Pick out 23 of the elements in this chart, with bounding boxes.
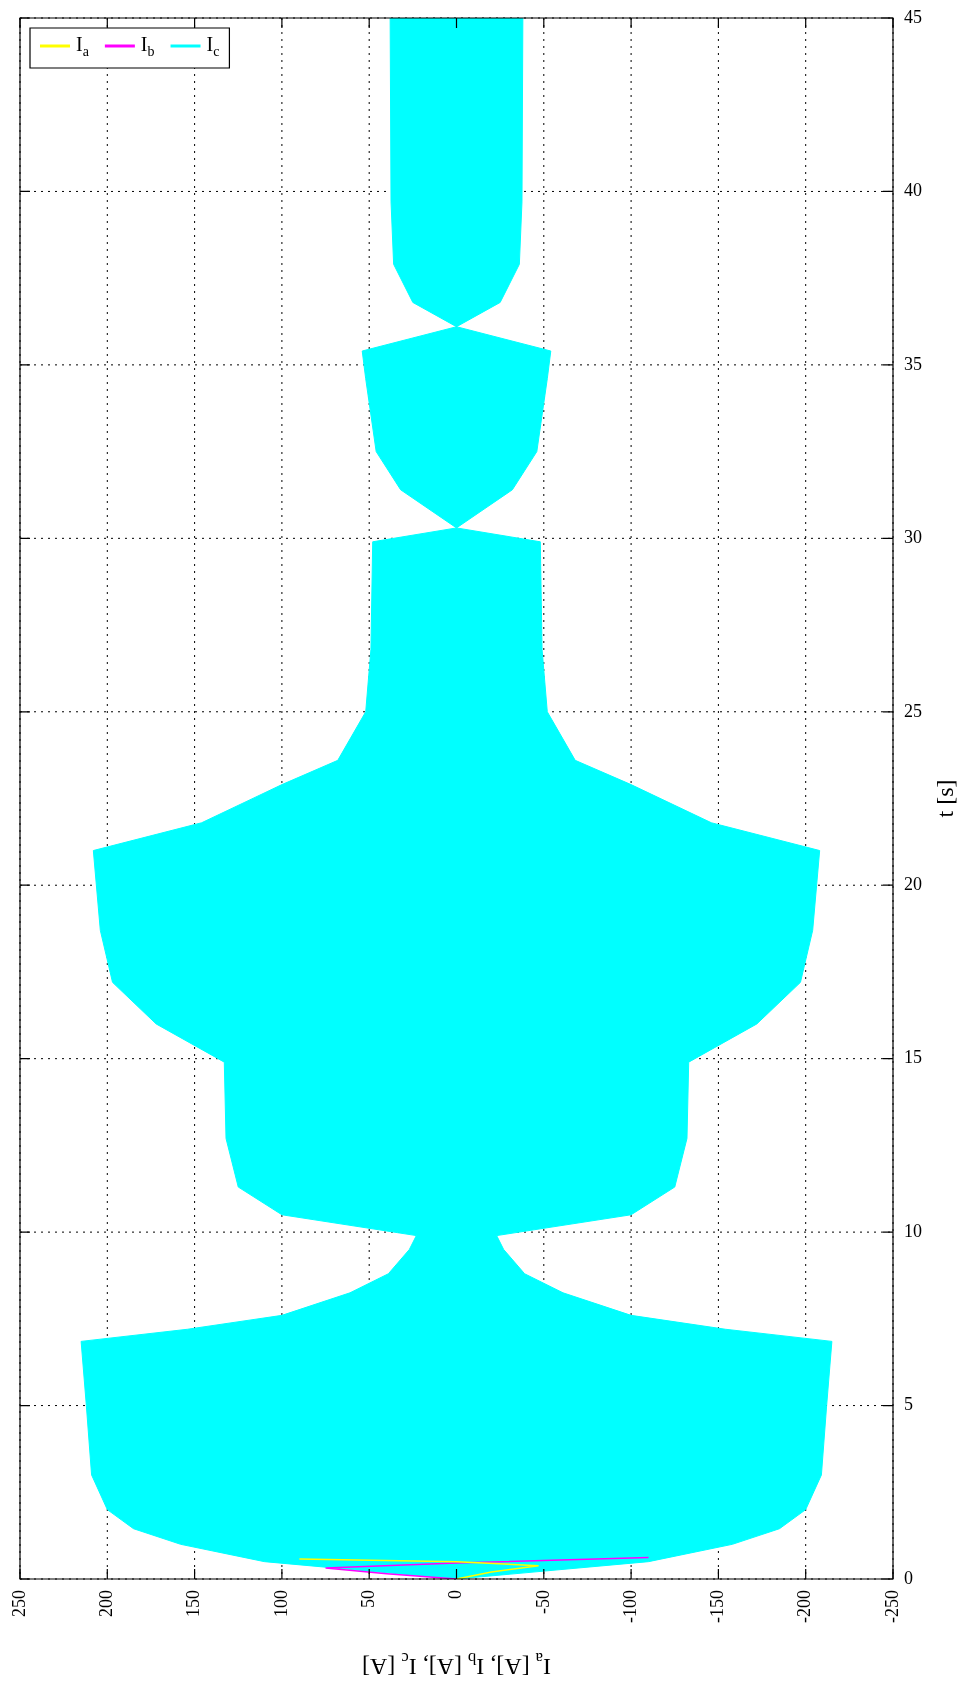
y-tick-label: 10 <box>904 1220 922 1241</box>
y-tick-label: 15 <box>904 1047 922 1068</box>
x-tick-label: 50 <box>357 1590 378 1608</box>
y-tick-label: 45 <box>904 6 922 27</box>
y-tick-label: 35 <box>904 353 922 374</box>
x-tick-label: -250 <box>881 1590 902 1623</box>
y-tick-label: 25 <box>904 700 922 721</box>
y-tick-label: 0 <box>904 1567 913 1588</box>
x-tick-label: 150 <box>183 1590 204 1617</box>
x-tick-label: 200 <box>96 1590 117 1617</box>
x-axis-title: Ia [A], Ib [A], Ic [A] <box>361 1649 552 1680</box>
x-tick-label: -50 <box>532 1590 553 1614</box>
x-tick-label: 0 <box>445 1590 466 1599</box>
y-tick-label: 20 <box>904 873 922 894</box>
y-axis-title: t [s] <box>932 779 959 818</box>
y-tick-label: 40 <box>904 180 922 201</box>
y-tick-label: 5 <box>904 1394 913 1415</box>
y-tick-label: 30 <box>904 527 922 548</box>
x-tick-label: -150 <box>707 1590 728 1623</box>
x-tick-label: 250 <box>8 1590 29 1617</box>
x-tick-label: 100 <box>270 1590 291 1617</box>
x-tick-label: -100 <box>619 1590 640 1623</box>
x-tick-label: -200 <box>794 1590 815 1623</box>
